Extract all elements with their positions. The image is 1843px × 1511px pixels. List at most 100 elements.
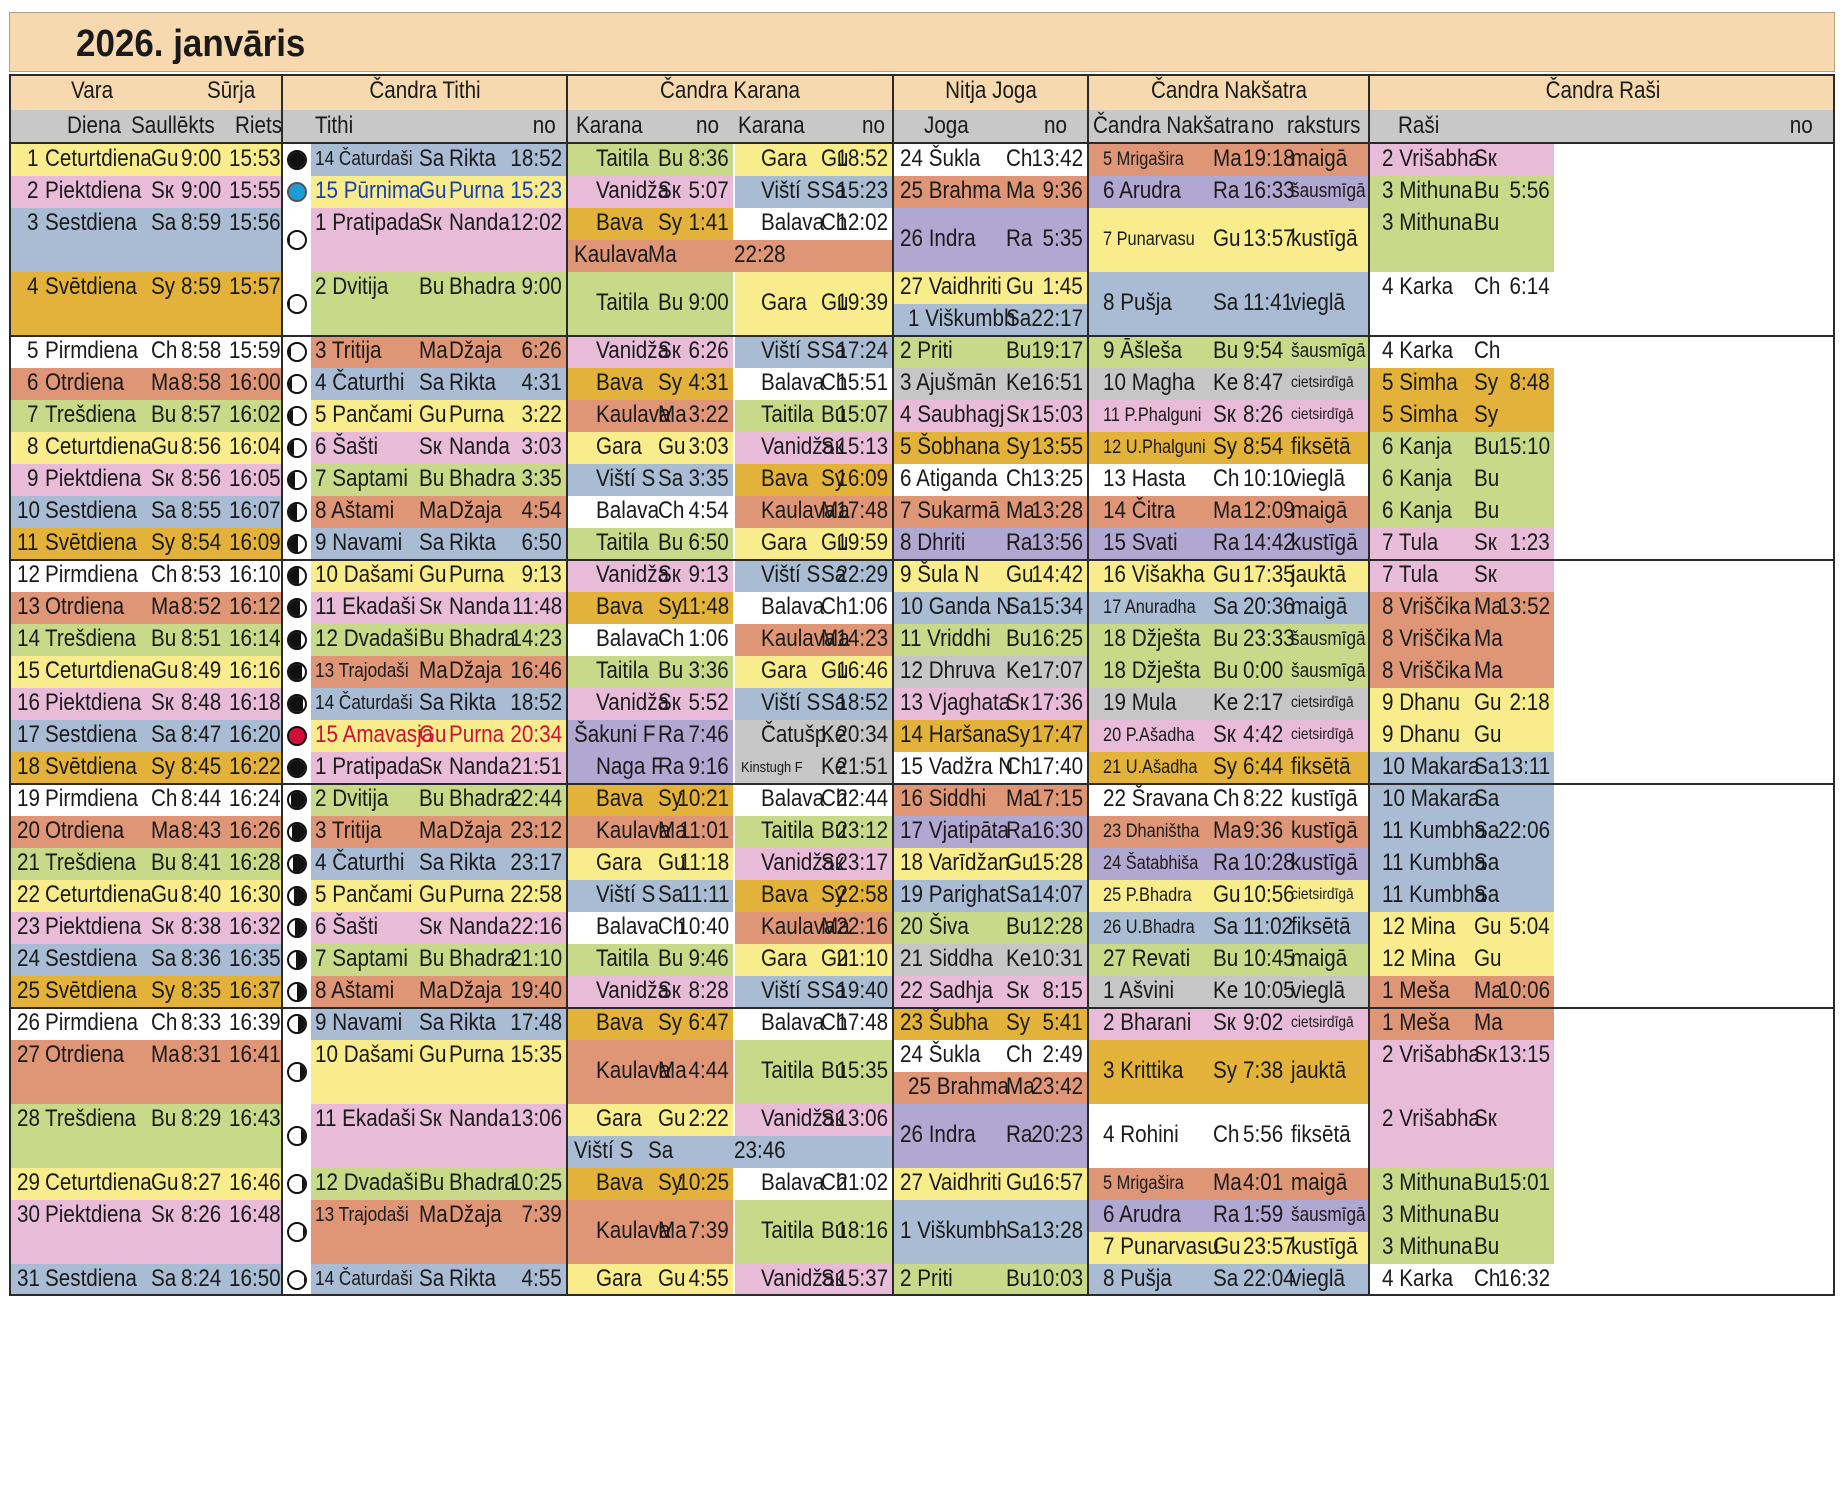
moon-phase-icon: [287, 1270, 307, 1290]
rashi-name: 3 Mithuna: [1382, 209, 1473, 236]
karana1-end: 11:11: [680, 881, 729, 908]
joga-cell: 6 Atiganda Ch 13:25: [894, 464, 1087, 496]
day-row: 15 Ceturtdiena Gu 8:49 16:16: [9, 656, 281, 688]
tithi-name: 3 Tritija: [315, 337, 382, 364]
rashi-cell: 9 Dhanu Gu 2:18: [1370, 688, 1554, 720]
header-surja: Sūrja: [207, 77, 256, 104]
karana2-name: Kinstugh F: [741, 759, 803, 776]
karana1-name: Balava: [596, 625, 660, 652]
karana2-lord: Ke: [821, 753, 847, 780]
joga-cell: 23 Šubha Sy 5:41: [894, 1008, 1087, 1040]
nakshatra-cell: 10 Magha Ke 8:47 cietsirdīgā: [1089, 368, 1368, 400]
nakshatra-kind: šausmīgā: [1291, 340, 1366, 362]
karana2-name: Balava: [761, 1009, 825, 1036]
karana1-lord: Bu: [658, 945, 684, 972]
tithi-name: 2 Dvitija: [315, 785, 389, 812]
joga-name: 27 Vaidhriti: [900, 1169, 1002, 1196]
nakshatra-name: 7 Punarvasu: [1103, 229, 1195, 250]
karana2-end: 15:07: [836, 401, 888, 428]
karana1-cell: Viští S Sa 11:11: [568, 880, 733, 912]
rashi-lord: Ma: [1474, 593, 1503, 620]
rashi-cell: 2 Vrišabha Sк: [1370, 1104, 1554, 1168]
joga-end: 16:30: [1031, 817, 1083, 844]
tithi-cell: 14 Čaturdaši Sa Rikta 4:55: [311, 1264, 566, 1296]
nakshatra-lord: Sa: [1213, 289, 1239, 316]
karana2-cell: Bava Sy 22:58: [735, 880, 892, 912]
karana2-end: 15:23: [836, 177, 888, 204]
tithi-name: 4 Čaturthi: [315, 849, 405, 876]
joga-cell: 14 Haršana Sy 17:47: [894, 720, 1087, 752]
nakshatra-end: 4:42: [1243, 721, 1284, 748]
tithi-name: 5 Pančami: [315, 881, 413, 908]
tithi-lord: Sa: [419, 1009, 445, 1036]
nakshatra-kind: maigā: [1291, 497, 1348, 524]
karana2-end: 22:16: [836, 913, 888, 940]
karana2-lord: Bu: [821, 1057, 847, 1084]
nakshatra-name: 24 Šatabhiša: [1103, 853, 1199, 874]
day-lord: Gu: [151, 881, 179, 908]
tithi-name: 11 Ekadaši: [315, 1105, 416, 1132]
joga-lord: Gu: [1006, 849, 1034, 876]
day-number: 30: [17, 1201, 40, 1228]
nakshatra-name: 1 Ašvini: [1103, 977, 1175, 1004]
nakshatra-name: 4 Rohini: [1103, 1121, 1179, 1148]
tithi-name: 10 Dašami: [315, 1041, 414, 1068]
tithi-type: Bhadra: [449, 945, 516, 972]
joga-cell: 21 Siddha Ke 10:31: [894, 944, 1087, 976]
joga-cell: 24 Šukla Ch 2:49: [894, 1040, 1087, 1072]
rashi-end: 5:56: [1509, 177, 1550, 204]
nakshatra-name: 20 P.Ašadha: [1103, 725, 1195, 746]
sunrise-time: 8:49: [181, 657, 222, 684]
karana1-cell: Vanidža Sк 8:28: [568, 976, 733, 1008]
karana1-lord: Sк: [658, 689, 681, 716]
joga-cell: 3 Ajušmān Ke 16:51: [894, 368, 1087, 400]
rashi-cell: 6 Kanja Bu: [1370, 496, 1554, 528]
subheader-karana: Karana no Karana no: [568, 110, 892, 144]
nakshatra-lord: Sa: [1213, 593, 1239, 620]
joga-name: 15 Vadžra N: [900, 753, 1014, 780]
joga-end: 16:25: [1031, 625, 1083, 652]
tithi-type: Bhadra: [449, 785, 516, 812]
nakshatra-lord: Ma: [1213, 1169, 1242, 1196]
karana1-end: 3:36: [688, 657, 729, 684]
tithi-end: 4:54: [521, 497, 562, 524]
rashi-name: 3 Mithuna: [1382, 1169, 1473, 1196]
subheader-rashi-no: no: [1790, 112, 1813, 139]
karana1-lord: Ch: [658, 913, 685, 940]
tithi-cell: 3 Tritija Ma Džaja 6:26: [311, 336, 566, 368]
joga-lord: Ke: [1006, 657, 1032, 684]
karana2-cell: Gara Gu 16:46: [735, 656, 892, 688]
karana1-lord: Sy: [658, 1009, 683, 1036]
joga-end: 16:57: [1031, 1169, 1083, 1196]
day-row: 25 Svētdiena Sy 8:35 16:37: [9, 976, 281, 1008]
joga-name: 23 Šubha: [900, 1009, 989, 1036]
tithi-name: 15 Pūrnima: [315, 177, 421, 204]
joga-name: 9 Šula N: [900, 561, 980, 588]
rashi-lord: Gu: [1474, 913, 1502, 940]
tithi-cell: 14 Čaturdaši Sa Rikta 18:52: [311, 144, 566, 176]
karana2-end: 22:44: [836, 785, 888, 812]
karana1-cell: Naga F Ra 9:16: [568, 752, 733, 784]
karana2-end: 16:46: [836, 657, 888, 684]
nakshatra-kind: vieglā: [1291, 1265, 1345, 1292]
tithi-lord: Ma: [419, 337, 448, 364]
karana2-end: 18:52: [836, 145, 888, 172]
karana1-cell: Kaulava Ma 3:22: [568, 400, 733, 432]
tithi-cell: 11 Ekadaši Sк Nanda 11:48: [311, 592, 566, 624]
sunset-time: 16:46: [229, 1169, 281, 1196]
nakshatra-end: 11:41: [1243, 289, 1294, 316]
karana1-end: 8:28: [688, 977, 729, 1004]
day-number: 16: [17, 689, 40, 716]
karana2-name: Balava: [761, 1169, 825, 1196]
sunrise-time: 8:53: [181, 561, 222, 588]
rashi-name: 11 Kumbha: [1382, 881, 1487, 908]
tithi-lord: Sa: [419, 369, 445, 396]
tithi-cell: 4 Čaturthi Sa Rikta 4:31: [311, 368, 566, 400]
karana1-end: 1:06: [688, 625, 729, 652]
joga-lord: Gu: [1006, 1169, 1034, 1196]
nakshatra-cell: 20 P.Ašadha Sк 4:42 cietsirdīgā: [1089, 720, 1368, 752]
day-row: 26 Pirmdiena Ch 8:33 16:39: [9, 1008, 281, 1040]
karana2-end: 14:23: [836, 625, 888, 652]
tithi-type: Nanda: [449, 433, 510, 460]
nakshatra-end: 0:00: [1243, 657, 1284, 684]
